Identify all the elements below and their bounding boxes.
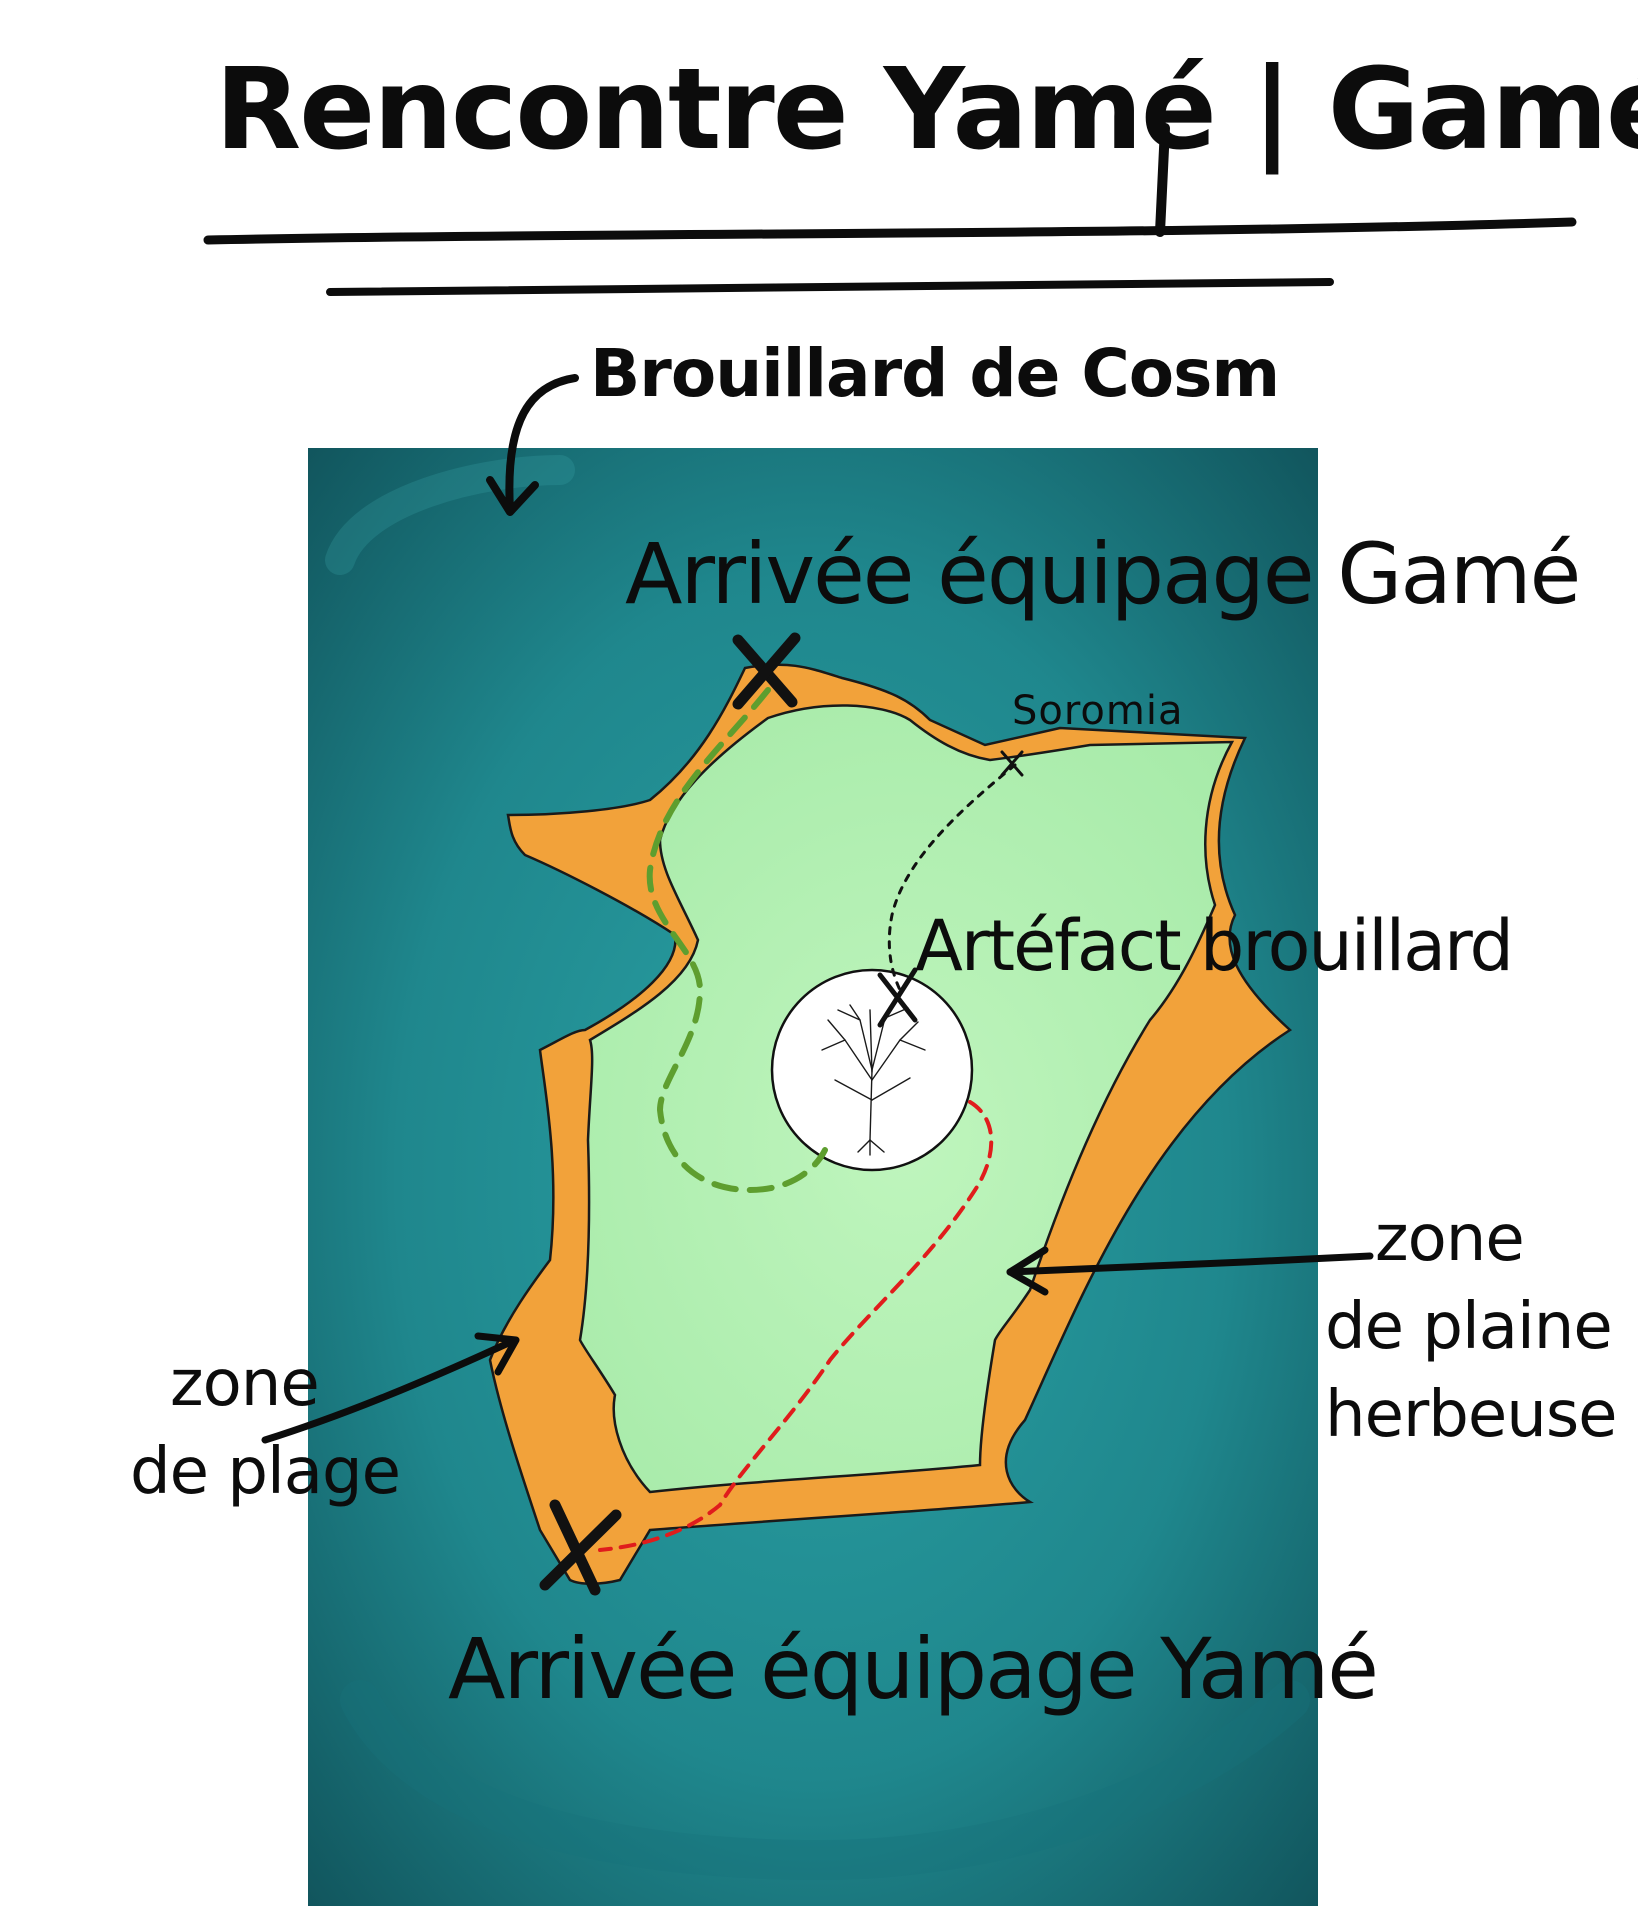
page-title: Rencontre Yamé | Gamé [215,45,1638,175]
plain-zone-label: zone de plaine herbeuse [1325,1195,1618,1459]
path-yame [598,1100,994,1552]
arrival-game-label: Arrivée équipage Gamé [625,525,1581,623]
sea-swirl [340,1680,1310,1881]
artefact-label: Artéfact brouillard [915,905,1514,987]
plain-zone-label-line: herbeuse [1325,1378,1618,1452]
arrival-cross-icon [539,1499,622,1596]
beach-zone-label-line: zone [170,1347,320,1421]
soromia-cross-icon [1000,750,1024,777]
soromia-label: Soromia [1012,688,1184,734]
pointer-arrow-icon [1006,1246,1374,1296]
arrival-yame-label: Arrivée équipage Yamé [448,1620,1379,1718]
sea-swirl [325,455,575,575]
pointer-arrow-icon [261,1332,520,1444]
path-game [646,687,828,1194]
title-separator [1155,123,1170,237]
beach-zone-label: zone de plage [130,1340,401,1516]
arrival-cross-icon [732,632,801,710]
title-underline-2 [326,278,1334,296]
plain-zone-label-line: de plaine [1325,1290,1613,1364]
pointer-arrow-icon [486,374,579,516]
beach-zone-label-line: de plage [130,1435,401,1509]
path-soromia [887,763,1017,992]
title-underline-1 [203,217,1577,245]
artefact-cross-icon [877,967,918,1028]
plain-zone-label-line: zone [1375,1202,1525,1276]
fog-label: Brouillard de Cosm [590,335,1280,412]
